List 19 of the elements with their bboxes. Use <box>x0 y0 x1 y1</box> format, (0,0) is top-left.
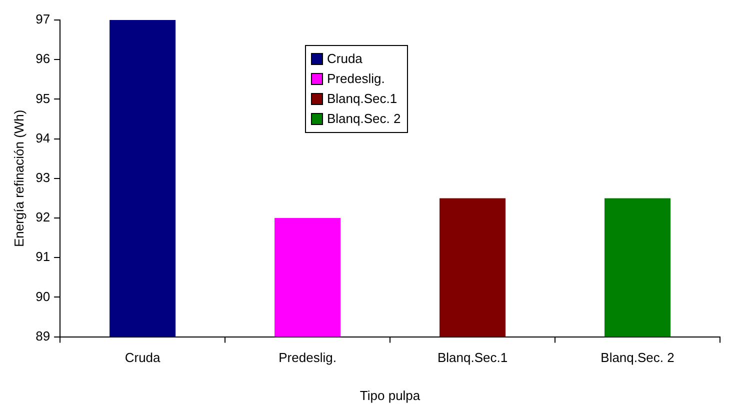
y-axis-title: Energía refinación (Wh) <box>11 110 26 248</box>
legend-label: Blanq.Sec. 2 <box>327 110 401 128</box>
x-tick-label: Cruda <box>124 350 162 366</box>
x-axis-title: Tipo pulpa <box>360 388 421 403</box>
y-tick-label: 91 <box>36 249 50 264</box>
legend-label: Blanq.Sec.1 <box>327 90 398 108</box>
x-tick-label: Predeslig. <box>278 350 336 366</box>
y-tick-label: 89 <box>36 328 50 344</box>
x-tick-label: Blanq.Sec. 2 <box>600 350 674 366</box>
legend-label: Cruda <box>327 50 362 68</box>
y-tick-label: 97 <box>36 12 50 27</box>
legend-label: Predeslig. <box>327 70 385 88</box>
x-tick-label: Blanq.Sec.1 <box>437 350 508 366</box>
y-tick-label: 90 <box>36 288 50 304</box>
y-tick-label: 94 <box>36 130 50 146</box>
y-tick-label: 96 <box>36 51 50 66</box>
y-tick-label: 95 <box>36 90 50 106</box>
y-tick-label: 92 <box>36 210 50 225</box>
y-tick-label: 93 <box>36 170 50 185</box>
